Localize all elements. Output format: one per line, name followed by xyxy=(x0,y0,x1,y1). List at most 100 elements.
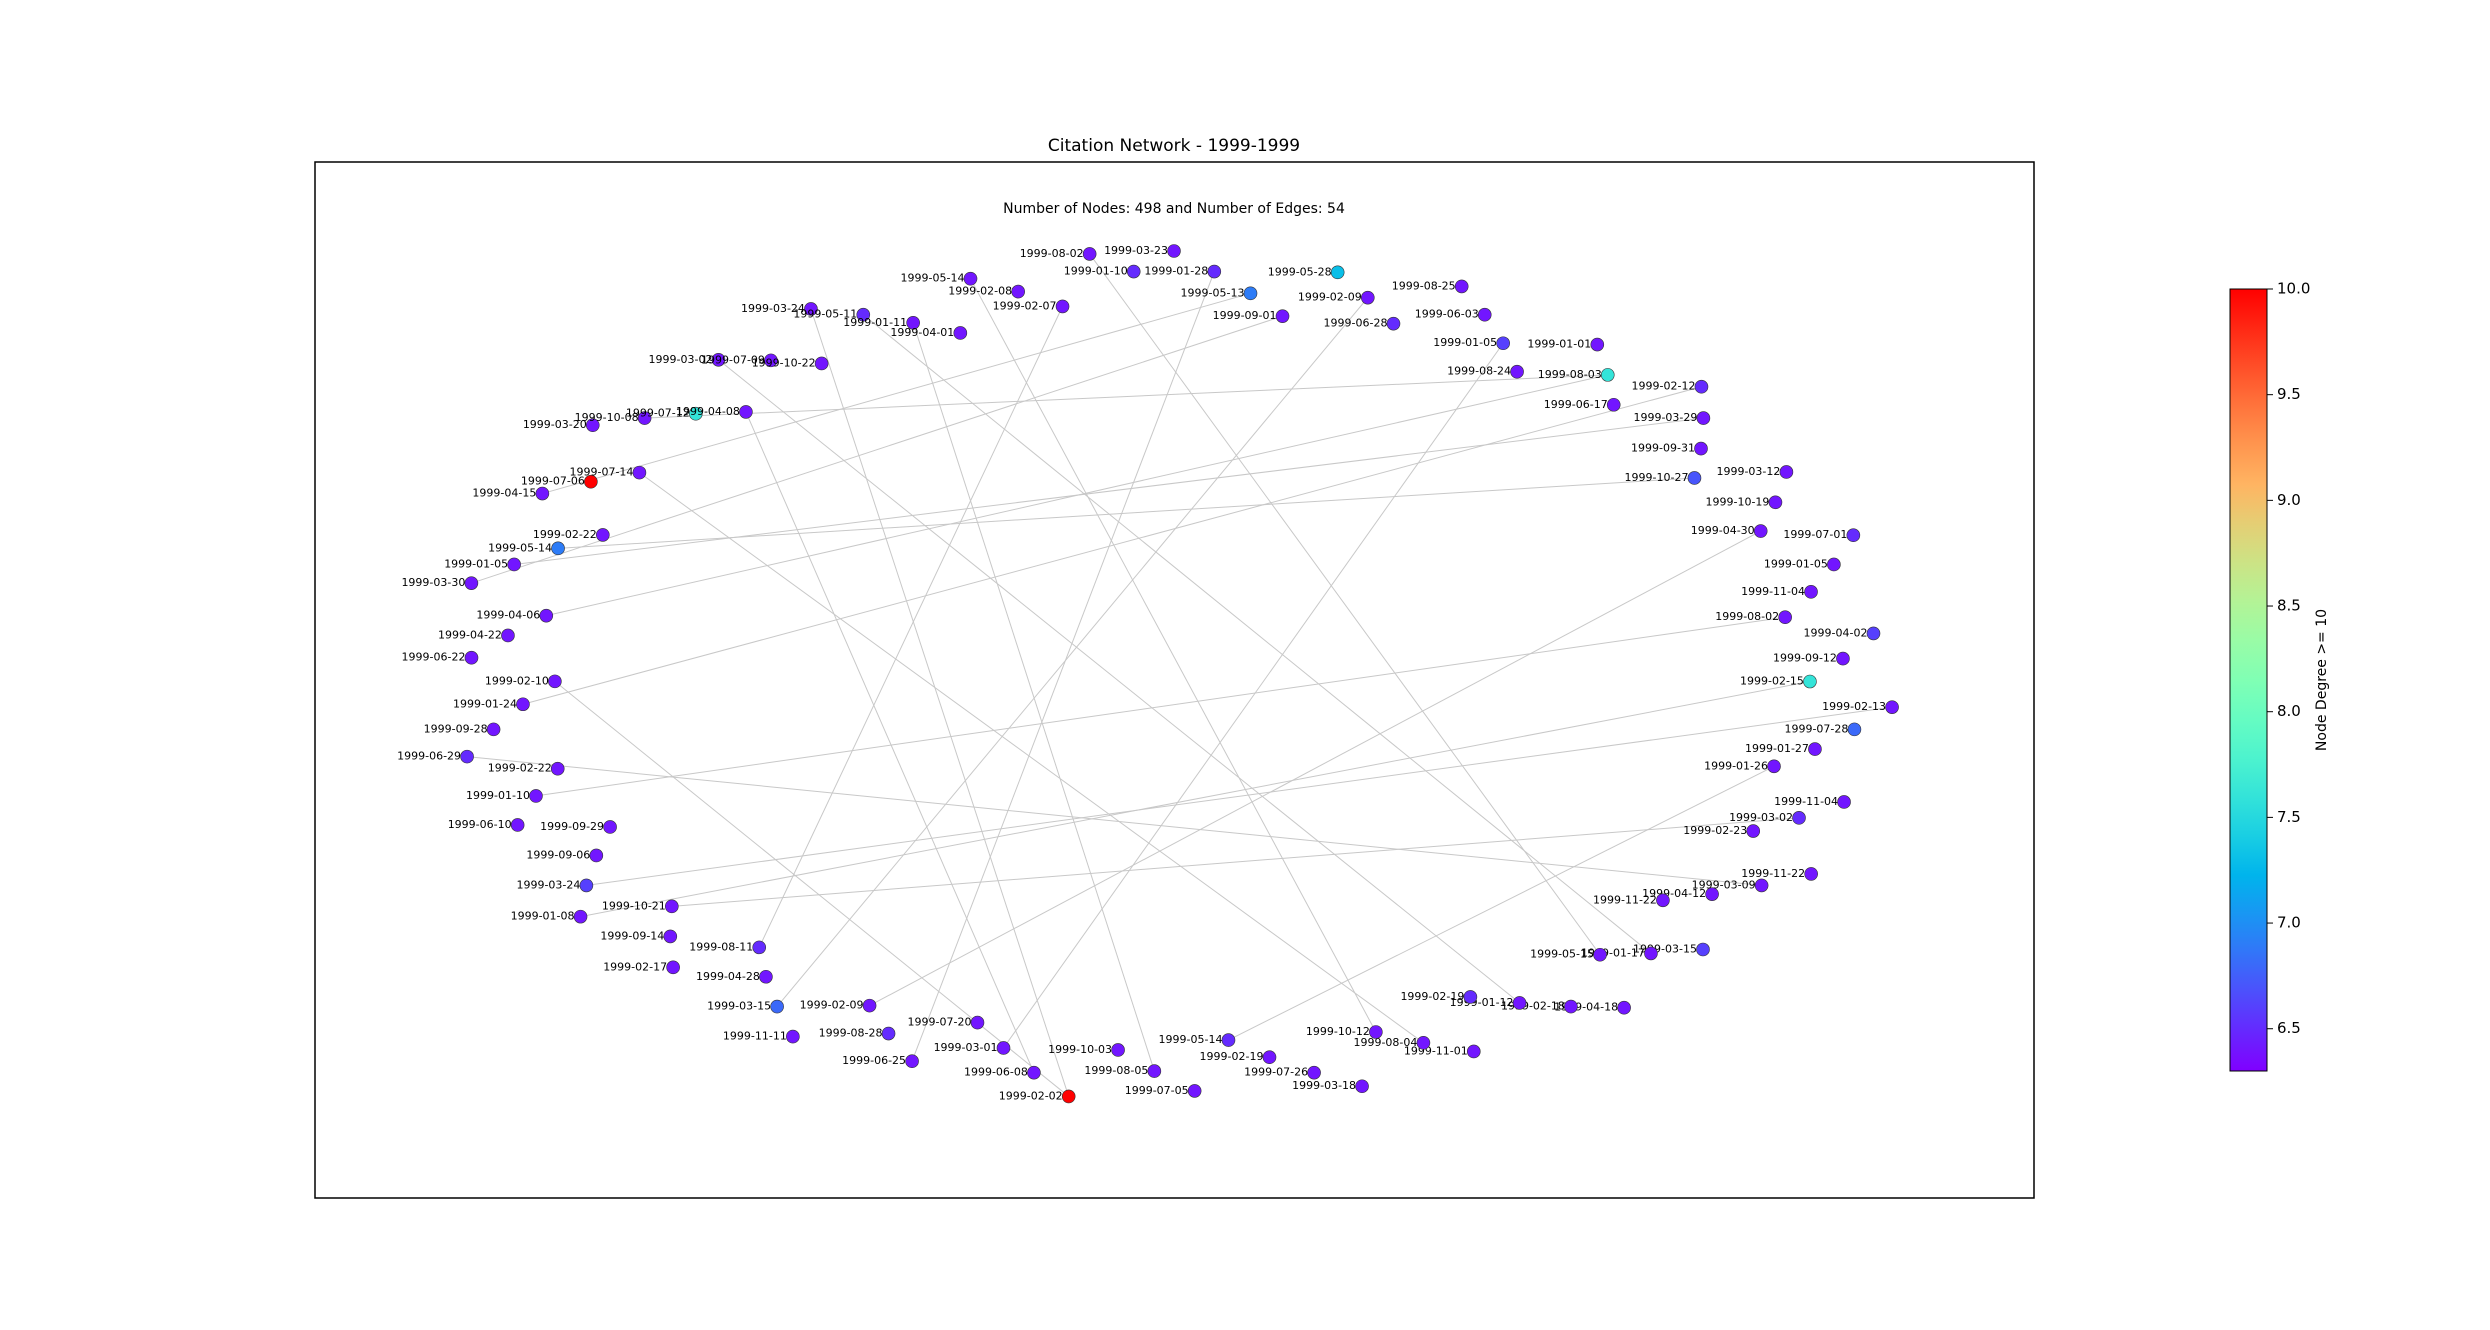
node xyxy=(1696,942,1710,957)
node-label: 1999-07-28 xyxy=(1784,722,1848,735)
colorbar-tick-label: 8.0 xyxy=(2277,702,2301,720)
edge xyxy=(542,292,1251,495)
node-label: 1999-01-10 xyxy=(466,789,530,802)
node-label: 1999-01-08 xyxy=(511,910,575,923)
node xyxy=(953,326,968,340)
edge xyxy=(718,359,1520,1004)
node xyxy=(1466,1044,1481,1059)
node xyxy=(1694,441,1708,456)
node-label: 1999-03-29 xyxy=(1633,411,1697,424)
node-label: 1999-02-08 xyxy=(948,285,1012,298)
node xyxy=(1590,337,1605,352)
node xyxy=(1262,1050,1277,1064)
node-label: 1999-02-22 xyxy=(533,528,597,541)
node xyxy=(535,486,550,501)
node xyxy=(1386,316,1401,331)
node xyxy=(1207,264,1222,279)
node xyxy=(1126,264,1141,279)
node-label: 1999-01-28 xyxy=(1144,265,1208,278)
node-label: 1999-02-07 xyxy=(993,299,1057,312)
node xyxy=(464,650,479,665)
node-label: 1999-02-15 xyxy=(1740,675,1804,688)
node-label: 1999-08-04 xyxy=(1353,1036,1417,1049)
node xyxy=(1564,999,1578,1014)
node-label: 1999-06-08 xyxy=(964,1066,1028,1079)
node-label: 1999-03-30 xyxy=(401,576,465,589)
node xyxy=(1111,1043,1125,1057)
node-label: 1999-03-15 xyxy=(707,1000,771,1013)
node-label: 1999-05-11 xyxy=(793,308,857,321)
node-label: 1999-02-22 xyxy=(488,762,552,775)
node-label: 1999-02-09 xyxy=(800,999,864,1012)
node-label: 1999-04-22 xyxy=(438,628,502,641)
node-label: 1999-05-28 xyxy=(1268,265,1332,278)
node-label: 1999-02-23 xyxy=(1683,824,1747,837)
node-label: 1999-09-01 xyxy=(1213,309,1277,322)
edge xyxy=(862,314,1652,954)
node xyxy=(1496,336,1510,351)
node xyxy=(1027,1065,1041,1080)
node xyxy=(770,999,784,1014)
node xyxy=(1330,265,1345,280)
node-label: 1999-04-15 xyxy=(472,487,536,500)
edge xyxy=(580,681,1811,918)
node xyxy=(1617,1000,1631,1015)
node-label: 1999-08-24 xyxy=(1447,365,1511,378)
node-label: 1999-10-27 xyxy=(1625,471,1689,484)
node xyxy=(1221,1033,1236,1047)
node xyxy=(1307,1065,1321,1080)
node-label: 1999-08-25 xyxy=(1392,279,1456,292)
node xyxy=(585,418,600,432)
node-label: 1999-03-02 xyxy=(649,353,713,366)
node-label: 1999-03-18 xyxy=(1292,1079,1356,1092)
node-label: 1999-07-12 xyxy=(626,407,690,420)
node xyxy=(1803,674,1817,689)
node-label: 1999-07-14 xyxy=(569,466,633,479)
node-label: 1999-11-22 xyxy=(1593,893,1657,906)
node xyxy=(550,761,565,776)
node xyxy=(596,528,610,542)
edge xyxy=(471,315,1283,584)
node-label: 1999-09-28 xyxy=(424,722,488,735)
colorbar-tick-label: 6.5 xyxy=(2277,1019,2301,1037)
node xyxy=(603,820,617,834)
node-label: 1999-06-17 xyxy=(1544,398,1608,411)
node-label: 1999-03-02 xyxy=(1729,811,1793,824)
node xyxy=(1792,811,1806,825)
node xyxy=(1011,284,1025,299)
edge xyxy=(758,306,1063,948)
colorbar-tick-label: 7.5 xyxy=(2277,808,2301,826)
node xyxy=(1454,279,1469,294)
node-label: 1999-07-20 xyxy=(908,1016,972,1029)
node-label: 1999-03-24 xyxy=(741,302,805,315)
edge xyxy=(644,374,1608,419)
node-label: 1999-05-13 xyxy=(1181,286,1245,299)
node-label: 1999-03-09 xyxy=(1692,878,1756,891)
node xyxy=(1754,878,1769,893)
node xyxy=(666,960,680,975)
node xyxy=(548,674,562,689)
node-label: 1999-09-14 xyxy=(600,929,664,942)
node xyxy=(551,541,565,556)
node xyxy=(632,465,647,480)
edge xyxy=(745,411,1035,1073)
edge xyxy=(586,706,1893,886)
node xyxy=(584,474,598,489)
node-label: 1999-02-09 xyxy=(1298,291,1362,304)
node xyxy=(589,848,604,863)
node xyxy=(814,356,829,371)
node xyxy=(1846,528,1861,543)
node-label: 1999-01-10 xyxy=(1064,265,1128,278)
node xyxy=(1512,996,1527,1010)
node xyxy=(665,899,679,914)
node-label: 1999-11-04 xyxy=(1774,795,1838,808)
node-label: 1999-08-02 xyxy=(1020,247,1084,260)
edge xyxy=(671,817,1800,907)
node xyxy=(905,1054,919,1069)
node xyxy=(1779,465,1794,479)
node-label: 1999-07-09 xyxy=(701,353,765,366)
node xyxy=(688,406,703,421)
node xyxy=(1696,411,1711,425)
node xyxy=(1885,700,1899,714)
node xyxy=(539,608,554,623)
